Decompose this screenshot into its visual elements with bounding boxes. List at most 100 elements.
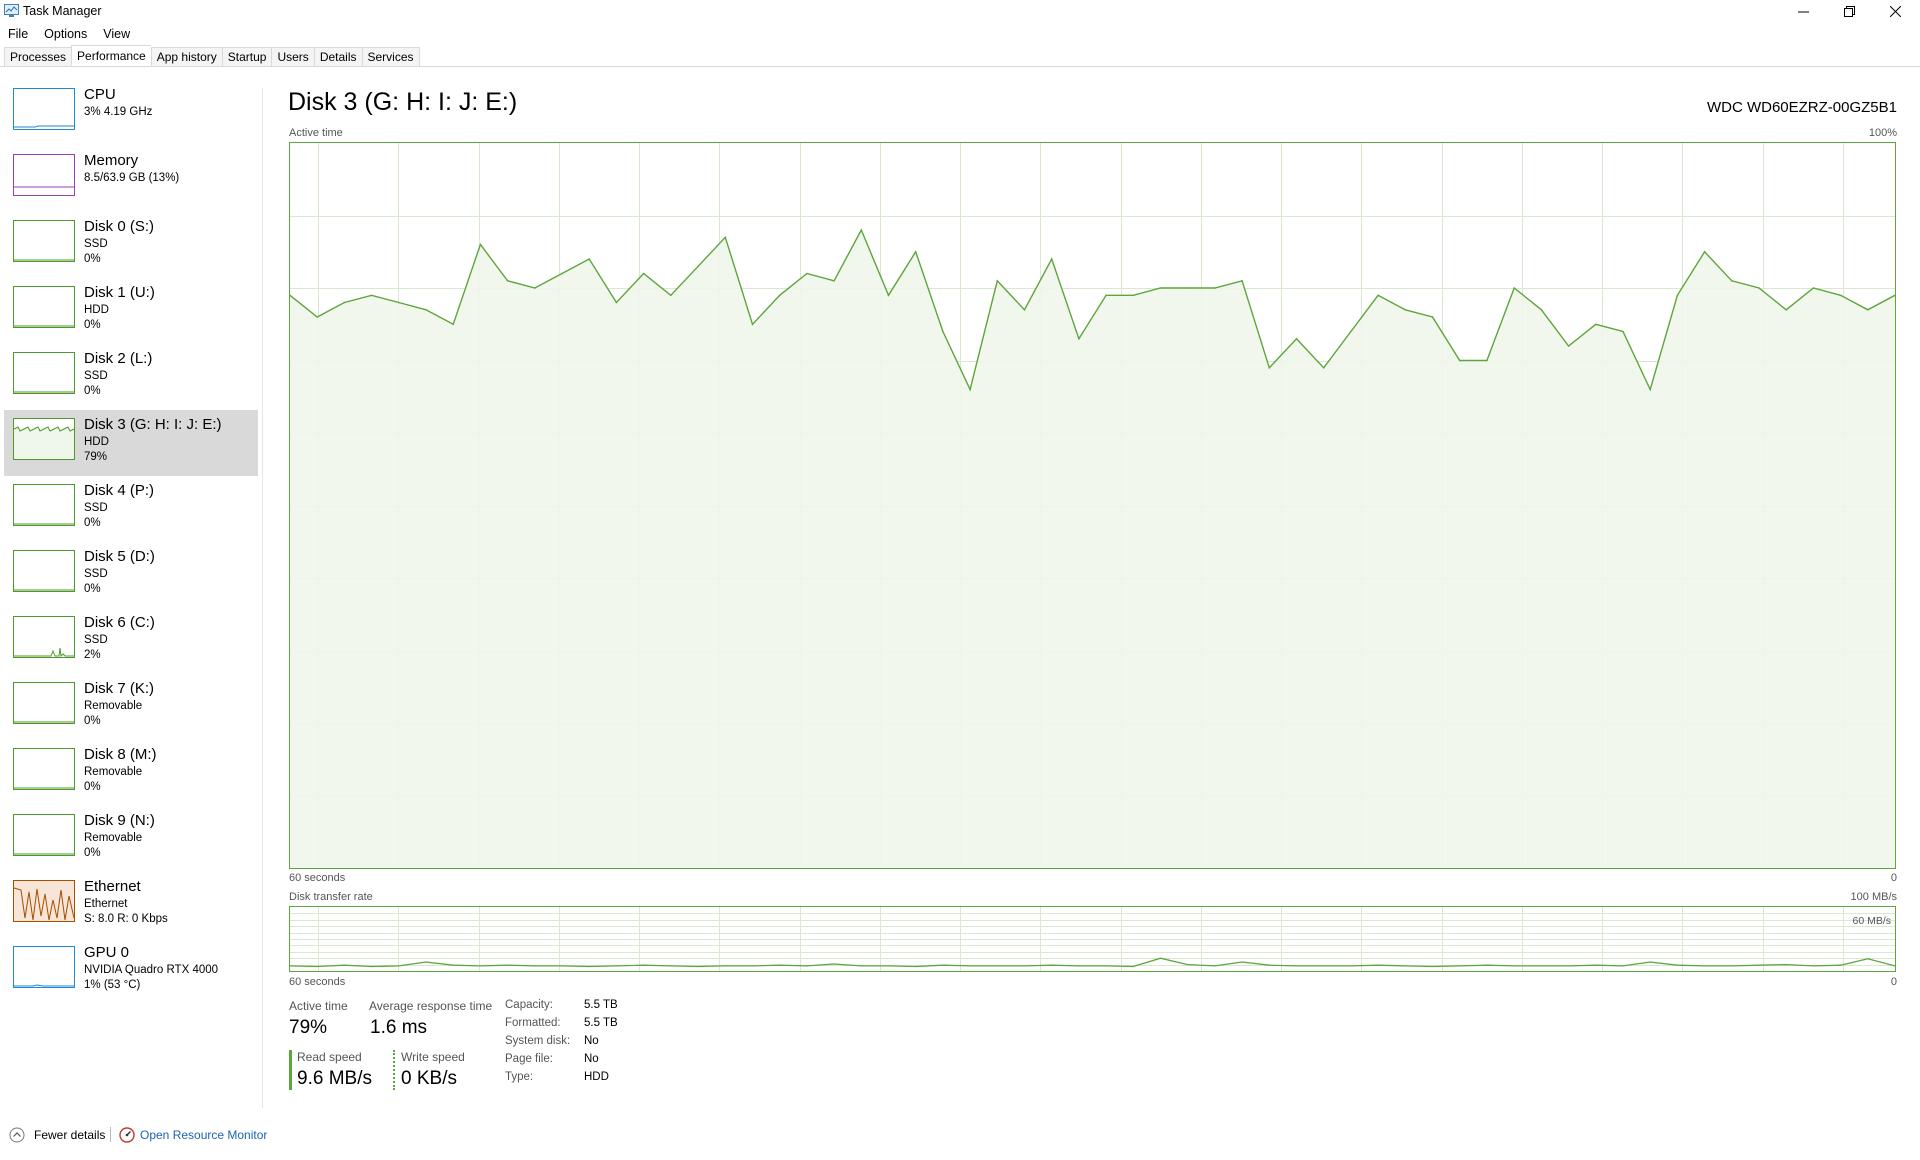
transfer-rate-chart-max: 100 MB/s [1850,891,1897,903]
sidebar-item-disk-6[interactable]: Disk 6 (C:) SSD 2% [4,608,258,674]
active-time-point [1431,316,1434,318]
active-time-point [534,287,536,289]
transfer-rate-point [1295,965,1298,967]
transfer-rate-point [1187,964,1189,966]
active-time-point [398,301,400,304]
transfer-rate-point [615,965,617,967]
transfer-rate-point [1867,958,1869,960]
transfer-rate-point [425,961,427,963]
sidebar-item-disk-4[interactable]: Disk 4 (P:) SSD 0% [4,476,258,542]
read-speed-label: Read speed [297,1050,362,1064]
sidebar-item-detail: SSD [84,238,108,250]
active-time-point [1758,287,1760,289]
sidebar-thumbnail [13,484,75,526]
menu-view[interactable]: View [103,27,131,41]
sidebar-item-disk-8[interactable]: Disk 8 (M:) Removable 0% [4,740,258,806]
sidebar-thumbnail [13,814,75,856]
fewer-details-button[interactable]: Fewer details [34,1128,106,1142]
transfer-rate-point [670,965,672,967]
transfer-rate-point [1459,965,1461,967]
active-time-point [1078,338,1080,340]
capacity-label: Capacity: [505,999,553,1011]
transfer-rate-chart-label: Disk transfer rate [289,891,373,903]
active-time-point [914,251,917,253]
sidebar-item-detail: Ethernet [84,898,128,910]
page-file-value: No [584,1053,599,1065]
sidebar-item-disk-0[interactable]: Disk 0 (S:) SSD 0% [4,212,258,278]
write-speed-label: Write speed [401,1050,465,1064]
transfer-rate-point [534,965,536,967]
transfer-rate-point [1649,961,1651,963]
active-time-area [290,230,1895,868]
transfer-rate-point [1758,964,1760,966]
transfer-rate-point [588,965,590,968]
sidebar-item-name: GPU 0 [84,944,130,961]
tab-performance[interactable]: Performance [71,45,151,66]
sidebar-item-disk-5[interactable]: Disk 5 (D:) SSD 0% [4,542,258,608]
active-time-point [561,272,563,275]
transfer-rate-point [1377,964,1379,966]
sidebar-item-memory[interactable]: Memory 8.5/63.9 GB (13%) [4,146,258,212]
close-button[interactable] [1872,0,1918,22]
minimize-icon [1797,11,1809,12]
active-time-point [697,265,699,268]
active-time-point [615,301,618,304]
active-time-point [1567,345,1570,347]
menu-options[interactable]: Options [44,27,88,41]
transfer-rate-point [1513,965,1515,967]
minimize-button[interactable] [1780,0,1826,22]
sidebar-item-gpu-0[interactable]: GPU 0 NVIDIA Quadro RTX 4000 1% (53 °C) [4,938,258,1004]
sidebar-thumbnail [13,880,75,922]
tab-app-history[interactable]: App history [150,47,222,67]
tab-details[interactable]: Details [313,47,362,67]
sidebar-item-name: Disk 0 (S:) [84,218,155,235]
sidebar-thumbnail [13,352,75,394]
sidebar-item-ethernet[interactable]: Ethernet Ethernet S: 8.0 R: 0 Kbps [4,872,258,938]
active-time-chart-label: Active time [289,127,343,139]
active-time-point [1132,294,1135,297]
active-time-point [778,294,781,297]
restore-button[interactable] [1826,0,1872,22]
sidebar-item-disk-7[interactable]: Disk 7 (K:) Removable 0% [4,674,258,740]
resource-thumbnail-graph [13,550,75,592]
active-time-point [1105,294,1107,297]
open-resource-monitor-link[interactable]: Open Resource Monitor [140,1128,268,1142]
active-time-point [1649,388,1651,391]
sidebar-item-name: Disk 2 (L:) [84,350,153,367]
sidebar-thumbnail [13,682,75,724]
sidebar-item-disk-1[interactable]: Disk 1 (U:) HDD 0% [4,278,258,344]
read-speed-value: 9.6 MB/s [297,1068,372,1089]
resource-monitor-icon[interactable] [119,1127,135,1143]
transfer-rate-point [1132,965,1134,968]
sidebar-item-disk-2[interactable]: Disk 2 (L:) SSD 0% [4,344,258,410]
transfer-rate-point [1023,965,1026,967]
sidebar-item-cpu[interactable]: CPU 3% 4.19 GHz [4,80,258,146]
sidebar-divider [262,88,263,1108]
transfer-rate-point [1214,965,1216,967]
tab-processes[interactable]: Processes [4,47,72,67]
sidebar-item-value: 0% [84,715,101,727]
chevron-up-circle-icon[interactable] [9,1127,25,1143]
resource-thumbnail-graph [13,484,75,526]
avg-response-label: Average response time [369,999,493,1013]
transfer-rate-point [1268,964,1270,966]
sidebar-thumbnail [13,616,75,658]
active-time-point [1050,258,1053,260]
tab-users[interactable]: Users [271,47,314,67]
sidebar-thumbnail [13,418,75,460]
sidebar-item-name: CPU [84,86,116,103]
menu-file[interactable]: File [8,27,29,41]
transfer-rate-point [779,964,781,966]
tab-startup[interactable]: Startup [221,47,272,67]
sidebar-item-disk-9[interactable]: Disk 9 (N:) Removable 0% [4,806,258,872]
sidebar-item-detail: SSD [84,502,108,514]
transfer-rate-point [343,964,345,966]
active-time-point [290,294,291,297]
thumbnail-series-line [13,887,75,921]
tab-services[interactable]: Services [361,47,420,67]
active-time-point [1513,287,1515,289]
sidebar-item-disk-3[interactable]: Disk 3 (G: H: I: J: E:) HDD 79% [4,410,258,476]
resource-sidebar: CPU 3% 4.19 GHz Memory 8.5/63.9 GB (13%) Dis… [4,80,258,1080]
sidebar-thumbnail [13,220,75,262]
active-time-point [751,323,754,326]
